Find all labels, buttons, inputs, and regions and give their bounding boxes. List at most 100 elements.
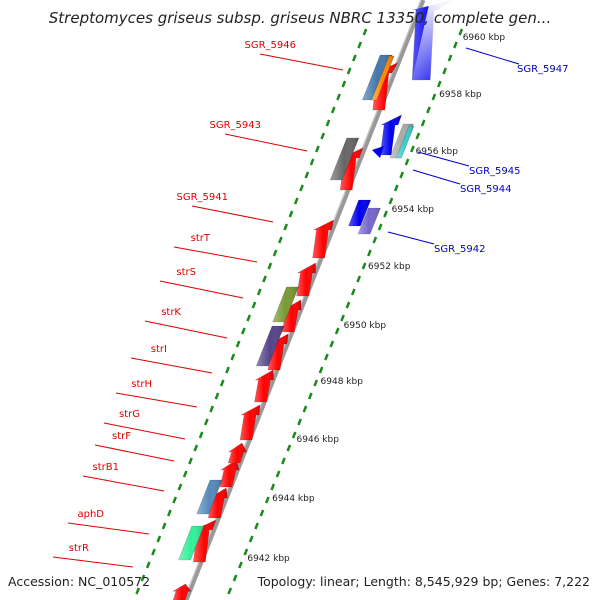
- gene-label[interactable]: strB1: [93, 462, 119, 473]
- gene-strF[interactable]: [219, 459, 240, 488]
- kbp-tick-label: 6958 kbp: [439, 90, 482, 100]
- feature-tracks: [135, 0, 470, 600]
- leader-line: [52, 556, 134, 568]
- gene-SGR-5942[interactable]: [348, 199, 372, 227]
- gene-SGR-5943-outer[interactable]: [329, 137, 360, 181]
- leader-line: [387, 231, 435, 245]
- tick-dot: [288, 210, 294, 218]
- gene-strR[interactable]: [171, 583, 192, 600]
- tick-dot: [204, 418, 209, 426]
- tick-dot: [232, 574, 238, 582]
- tick-dot: [254, 522, 259, 530]
- tick-dot: [315, 145, 320, 153]
- gene-label[interactable]: strT: [191, 233, 211, 244]
- leader-line: [259, 53, 344, 71]
- leader-line: [67, 522, 150, 535]
- tick-dot: [275, 470, 281, 478]
- tick-dot: [145, 561, 151, 569]
- tick-dot: [442, 67, 448, 75]
- tick-dot: [264, 496, 270, 504]
- kbp-tick-label: 6952 kbp: [368, 262, 411, 272]
- tick-dot: [420, 119, 426, 127]
- gene-label[interactable]: SGR_5946: [245, 40, 297, 51]
- tick-dot: [151, 548, 156, 556]
- tick-dot: [225, 366, 230, 374]
- tick-dot: [262, 275, 267, 283]
- gene-label[interactable]: SGR_5943: [210, 120, 262, 131]
- gene-strS-outer[interactable]: [272, 286, 299, 323]
- tick-dot: [304, 171, 310, 179]
- gene-strG[interactable]: [227, 442, 248, 464]
- tick-dot: [318, 366, 324, 374]
- tick-dot: [291, 431, 297, 439]
- leader-line: [115, 392, 198, 408]
- tick-dot: [272, 249, 278, 257]
- tick-dot: [156, 535, 162, 543]
- tick-dot: [293, 197, 299, 205]
- gene-strB1-outer[interactable]: [196, 479, 223, 515]
- kbp-tick-label: 6944 kbp: [272, 494, 315, 504]
- gene-label[interactable]: strS: [176, 267, 196, 278]
- tick-dot: [388, 197, 394, 205]
- gene-aphD-outer[interactable]: [178, 525, 205, 561]
- tick-dot: [227, 587, 233, 595]
- tick-dot: [453, 41, 458, 49]
- tick-dot: [324, 353, 329, 361]
- kbp-tick-label: 6948 kbp: [321, 377, 364, 387]
- tick-dot: [436, 80, 442, 88]
- gene-small-arrow[interactable]: [372, 146, 384, 158]
- gene-label[interactable]: SGR_5942: [434, 244, 486, 255]
- gene-SGR-5941[interactable]: [312, 219, 335, 259]
- kbp-tick-label: 6956 kbp: [416, 147, 459, 157]
- gene-label[interactable]: strK: [161, 307, 181, 318]
- tick-dot: [167, 509, 172, 517]
- gene-label[interactable]: strR: [69, 543, 89, 554]
- tick-dot: [345, 301, 351, 309]
- gene-label[interactable]: SGR_5941: [177, 192, 229, 203]
- gene-strK-outer[interactable]: [255, 325, 285, 367]
- gene-strI[interactable]: [254, 369, 274, 403]
- kbp-tick-label: 6954 kbp: [392, 205, 435, 215]
- gene-strT[interactable]: [296, 262, 316, 297]
- gene-SGR-5946-outer[interactable]: [361, 54, 393, 101]
- tick-dot: [325, 119, 331, 127]
- tick-dot: [182, 470, 188, 478]
- tick-dot: [259, 509, 265, 517]
- tick-dot: [286, 444, 292, 452]
- gene-label[interactable]: strH: [131, 379, 152, 390]
- tick-dot: [329, 340, 335, 348]
- tick-dot: [320, 132, 326, 140]
- gene-SGR-5942-outer[interactable]: [357, 207, 381, 235]
- tick-dot: [297, 418, 302, 426]
- gene-SGR-5945[interactable]: [379, 114, 403, 156]
- gene-label[interactable]: strF: [112, 431, 131, 442]
- tick-dot: [209, 405, 215, 413]
- tick-dot: [334, 327, 340, 335]
- gene-SGR-5946-stripe[interactable]: [371, 55, 395, 101]
- tick-dot: [447, 54, 453, 62]
- tick-dot: [361, 262, 367, 270]
- gene-label[interactable]: strI: [151, 344, 167, 355]
- gene-label[interactable]: SGR_5944: [460, 184, 512, 195]
- gene-SGR-5944[interactable]: [395, 125, 415, 159]
- gene-label[interactable]: SGR_5945: [469, 166, 521, 177]
- leader-line: [94, 444, 175, 462]
- tick-dot: [161, 522, 167, 530]
- tick-dot: [426, 106, 431, 114]
- tick-dot: [256, 288, 262, 296]
- leader-line: [417, 151, 470, 167]
- tick-dot: [135, 587, 141, 595]
- tick-dot: [235, 340, 241, 348]
- gene-strH[interactable]: [239, 404, 261, 441]
- gene-label[interactable]: SGR_5947: [517, 64, 569, 75]
- tick-dot: [346, 67, 352, 75]
- tick-dot: [198, 431, 204, 439]
- leader-line: [103, 422, 186, 440]
- gene-label[interactable]: strG: [119, 409, 140, 420]
- gene-label[interactable]: aphD: [77, 509, 104, 520]
- tick-dot: [299, 184, 304, 192]
- leader-line: [191, 205, 274, 223]
- tick-dot: [193, 444, 199, 452]
- tick-dot: [278, 236, 283, 244]
